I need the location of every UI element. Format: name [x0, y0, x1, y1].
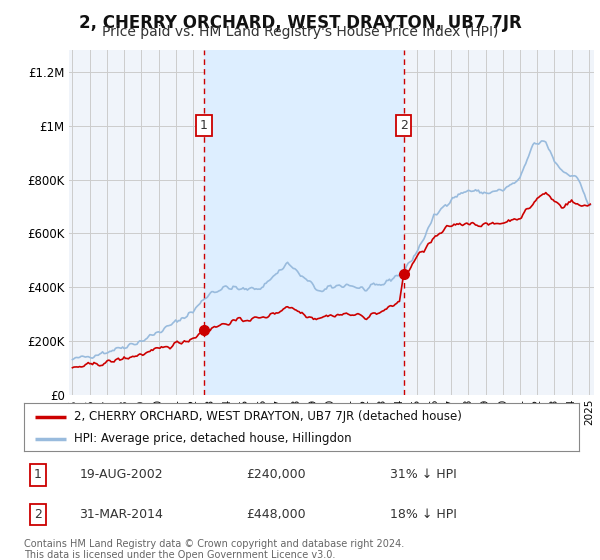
Text: £448,000: £448,000 [246, 508, 305, 521]
Text: 2: 2 [34, 508, 42, 521]
Text: 1: 1 [34, 468, 42, 481]
Text: 2, CHERRY ORCHARD, WEST DRAYTON, UB7 7JR (detached house): 2, CHERRY ORCHARD, WEST DRAYTON, UB7 7JR… [74, 410, 462, 423]
Text: 31-MAR-2014: 31-MAR-2014 [79, 508, 163, 521]
Text: 31% ↓ HPI: 31% ↓ HPI [391, 468, 457, 481]
Text: Price paid vs. HM Land Registry's House Price Index (HPI): Price paid vs. HM Land Registry's House … [102, 25, 498, 39]
Text: £240,000: £240,000 [246, 468, 305, 481]
Text: 1: 1 [200, 119, 208, 132]
Text: 2, CHERRY ORCHARD, WEST DRAYTON, UB7 7JR: 2, CHERRY ORCHARD, WEST DRAYTON, UB7 7JR [79, 14, 521, 32]
Text: 18% ↓ HPI: 18% ↓ HPI [391, 508, 457, 521]
Bar [204, 50, 404, 395]
Text: 2: 2 [400, 119, 407, 132]
Text: HPI: Average price, detached house, Hillingdon: HPI: Average price, detached house, Hill… [74, 432, 352, 445]
Text: 19-AUG-2002: 19-AUG-2002 [79, 468, 163, 481]
Text: Contains HM Land Registry data © Crown copyright and database right 2024.
This d: Contains HM Land Registry data © Crown c… [24, 539, 404, 560]
